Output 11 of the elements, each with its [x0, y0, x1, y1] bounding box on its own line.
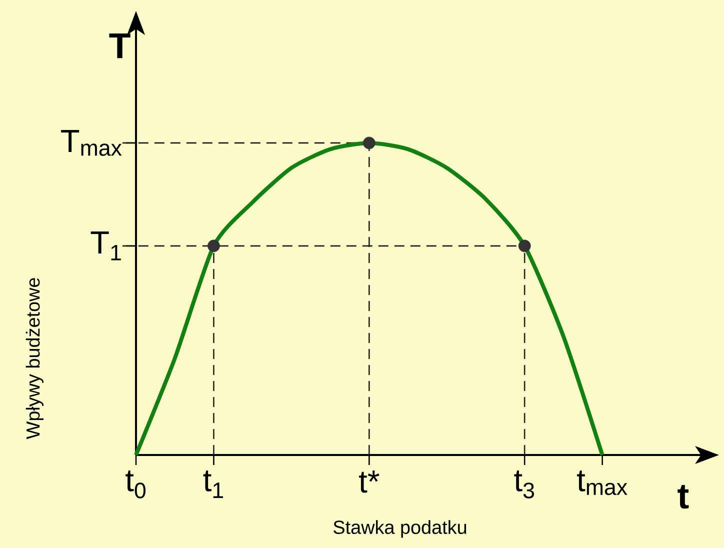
x-tick-label: t$_{max}$: [577, 470, 628, 496]
x-tick-label: t$_{3}$: [514, 470, 534, 498]
x-tick-label: t$_{0}$: [126, 470, 146, 498]
y-axis-title: Wpływy budżetowe: [26, 278, 44, 440]
text: T: [109, 33, 130, 58]
x-axis-title: Stawka podatku: [334, 520, 466, 538]
ref-line-label: T$_{max}$: [61, 130, 122, 156]
ref-line-label: T$_{1}$: [90, 232, 121, 260]
text: t: [678, 484, 689, 509]
x-tick-label: t$_{1}$: [203, 470, 224, 498]
x-tick-label: t*: [359, 470, 380, 493]
